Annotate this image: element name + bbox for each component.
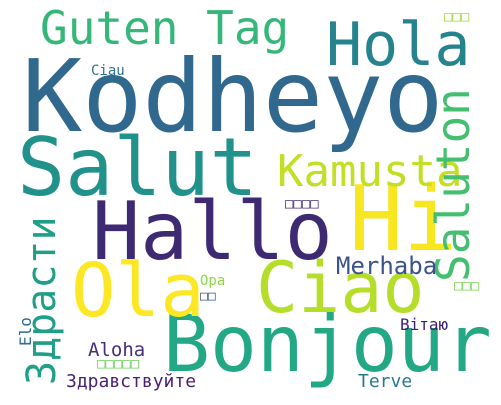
word-terve: Terve [358, 371, 413, 392]
word-zdravstvuyte: Здравствуйте [66, 371, 197, 392]
word-kamusta: Kamusta [277, 146, 463, 197]
word-bonjour: Bonjour [163, 300, 492, 390]
word-tofu-bottom: □□□□□ [97, 356, 140, 372]
word-ciau: Ciau [91, 63, 125, 79]
word-hi: Hi [349, 167, 458, 272]
word-hola: Hola [326, 10, 471, 80]
word-tofu-center: □□□□ [285, 196, 319, 212]
word-ciao: Ciao [256, 247, 425, 329]
word-vitayu: Вітаю [400, 315, 449, 334]
word-elo: Elo [16, 317, 35, 346]
word-hallo: Hallo [92, 185, 333, 278]
word-guten-tag: Guten Tag [40, 1, 290, 55]
word-opa: Opa [200, 273, 226, 289]
word-ola: Ola [71, 248, 205, 334]
word-salut: Salut [17, 121, 258, 214]
word-aloha: Aloha [88, 339, 146, 361]
word-kodheyo: Kodheyo [22, 38, 444, 155]
word-tofu-top-right: □□□ [444, 9, 470, 25]
word-zdrasti: Здрасти [19, 216, 65, 385]
word-tofu-small: □□ [200, 289, 216, 304]
word-merhaba: Merhaba [336, 252, 438, 280]
word-tofu-right: □□□ [454, 278, 480, 294]
